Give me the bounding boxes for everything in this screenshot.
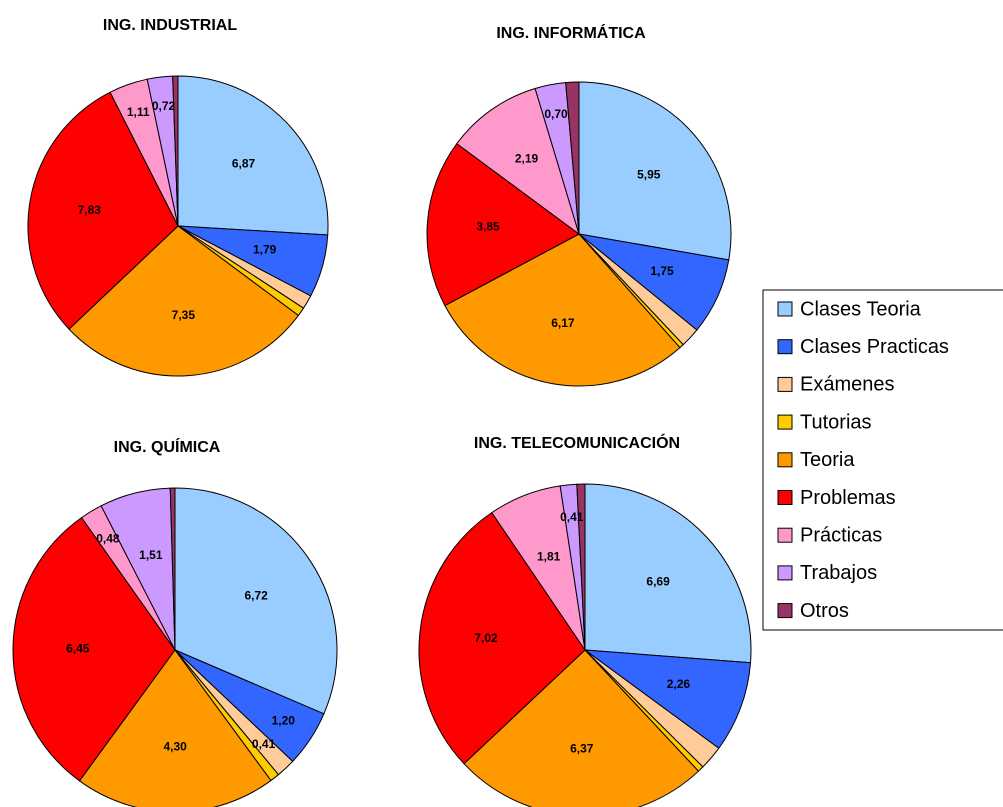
pie-slice (172, 75, 179, 227)
legend-swatch (777, 603, 793, 619)
chart-title: ING. INDUSTRIAL (103, 17, 237, 34)
pie-slice (565, 81, 580, 235)
legend-label: Trabajos (800, 562, 877, 584)
pie-slice (583, 649, 752, 749)
value-label: 1,51 (139, 548, 163, 562)
value-label: 7,83 (78, 203, 102, 217)
legend-label: Clases Teoria (800, 298, 922, 320)
legend-label: Teoria (800, 449, 855, 471)
legend-swatch (777, 301, 793, 317)
legend-label: Tutorias (800, 411, 872, 433)
value-label: 1,75 (650, 264, 674, 278)
value-label: 6,45 (66, 641, 90, 655)
legend-label: Problemas (800, 487, 896, 509)
value-label: 0,48 (96, 531, 120, 545)
legend-swatch (777, 339, 793, 355)
legend-swatch (777, 490, 793, 505)
value-label: 5,95 (637, 167, 661, 181)
legend-swatch (777, 527, 793, 543)
value-label: 0,70 (544, 107, 568, 121)
pie-slice (174, 487, 338, 715)
value-label: 1,81 (537, 549, 561, 563)
legend-label: Clases Practicas (800, 336, 949, 358)
chart-title: ING. QUÍMICA (114, 437, 221, 456)
legend-swatch (777, 565, 793, 581)
legend-label: Exámenes (800, 374, 895, 396)
legend-swatch (777, 376, 793, 392)
value-label: 1,79 (253, 242, 277, 256)
value-label: 6,17 (551, 316, 575, 330)
pie-slice (578, 81, 732, 261)
value-label: 4,30 (163, 739, 187, 753)
pie-slice (576, 483, 586, 651)
pie-slice (426, 142, 580, 307)
pie-slice (68, 225, 300, 377)
value-label: 6,69 (646, 575, 670, 589)
chart-title: ING. INFORMÁTICA (496, 23, 646, 42)
value-label: 2,26 (667, 677, 691, 691)
value-label: 0,41 (560, 510, 584, 524)
pie-slice (78, 649, 272, 807)
pie-slice (27, 91, 179, 330)
pie-slice (169, 487, 176, 651)
legend-swatch (777, 452, 793, 468)
legend-label: Prácticas (800, 524, 882, 546)
pie-slice (463, 649, 700, 807)
chart-title: ING. TELECOMUNICACIÓN (474, 433, 680, 452)
value-label: 0,72 (152, 99, 176, 113)
pie-slice (456, 87, 580, 236)
value-label: 1,20 (272, 713, 296, 727)
value-label: 3,85 (476, 220, 500, 234)
pie-slice (12, 516, 176, 782)
legend-box (762, 289, 1003, 631)
value-label: 6,72 (244, 589, 268, 603)
value-label: 7,02 (474, 631, 498, 645)
pie-slice (584, 483, 752, 664)
pie-slice (177, 75, 329, 236)
value-label: 7,35 (172, 308, 196, 322)
pie-slice (444, 233, 681, 387)
legend-swatch (777, 414, 793, 430)
legend-label: Otros (800, 600, 849, 622)
value-label: 0,41 (252, 737, 276, 751)
pie-slice (418, 511, 586, 765)
value-label: 6,37 (570, 742, 594, 756)
value-label: 2,19 (515, 152, 539, 166)
value-label: 6,87 (232, 156, 256, 170)
value-label: 1,11 (127, 105, 150, 119)
